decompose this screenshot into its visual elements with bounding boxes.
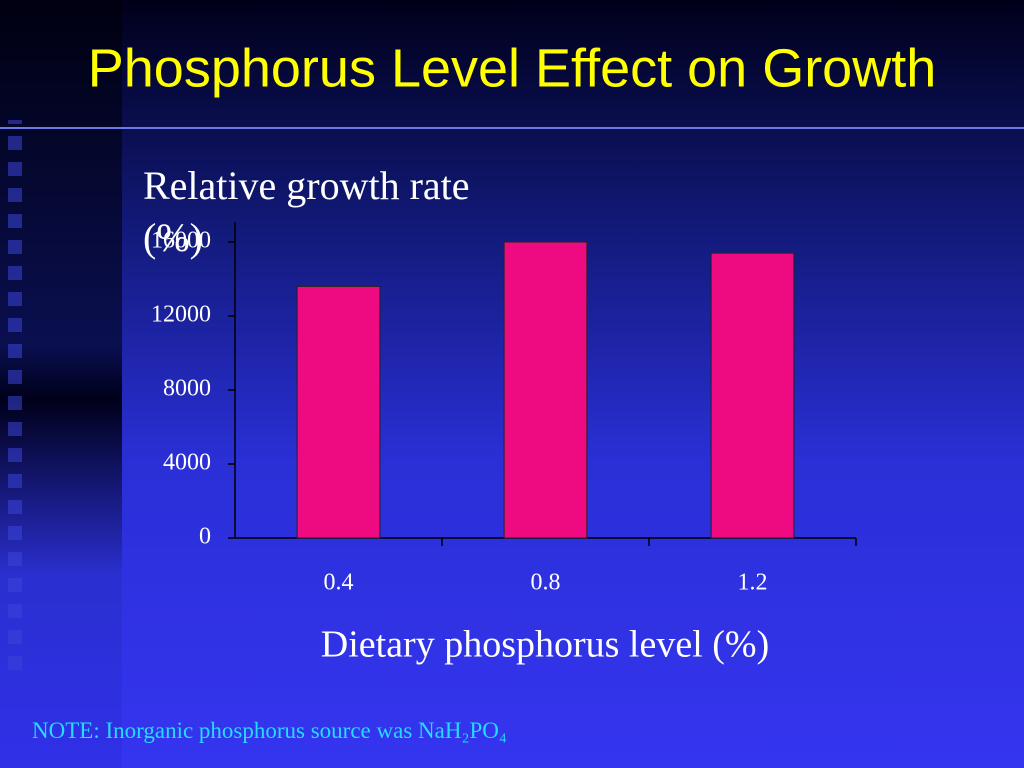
bar	[296, 285, 381, 539]
y-tick-label: 16000	[151, 228, 211, 254]
y-axis-label: Relative growth rate (%)	[143, 163, 470, 260]
y-tick-label: 4000	[163, 450, 211, 476]
decoration	[0, 120, 30, 680]
y-tick-label: 12000	[151, 302, 211, 328]
x-axis-label: Dietary phosphorus level (%)	[321, 624, 770, 666]
x-tick-label: 0.8	[531, 570, 561, 596]
y-tick-label: 0	[199, 524, 211, 550]
bar	[503, 241, 588, 539]
bar	[710, 252, 795, 539]
x-tick-label: 1.2	[738, 570, 768, 596]
x-tick-label: 0.4	[324, 570, 354, 596]
note: NOTE: Inorganic phosphorus source was Na…	[32, 718, 507, 743]
slide-title: Phosphorus Level Effect on Growth	[88, 38, 937, 98]
y-tick-label: 8000	[163, 376, 211, 402]
